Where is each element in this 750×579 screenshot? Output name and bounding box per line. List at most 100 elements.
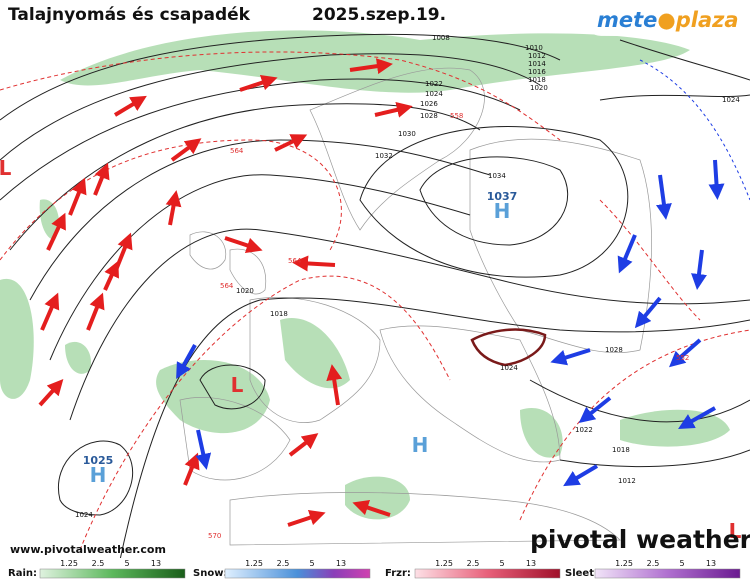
isobar-label: 1010 [525, 44, 543, 52]
isobar-label: 1018 [270, 310, 288, 318]
legend-tick: 5 [309, 559, 314, 568]
isobar-label: 1024 [722, 96, 740, 104]
wind-arrow [170, 138, 202, 162]
map-labels: 1008101010121014101610181020102210241026… [0, 34, 742, 543]
thickness-label: 564 [230, 147, 244, 155]
title-box [0, 3, 460, 26]
footer-url: www.pivotalweather.com [10, 543, 166, 556]
precip-areas [0, 30, 730, 520]
legend-label: Sleet: [565, 568, 598, 579]
legend-label: Rain: [8, 568, 37, 579]
wind-arrow [288, 433, 319, 457]
wind-arrow [374, 102, 413, 118]
legend-tick: 2.5 [92, 559, 105, 568]
wind-arrow [578, 396, 612, 423]
legend-tick: 1.25 [60, 559, 78, 568]
wind-arrow [563, 464, 599, 487]
legend-tick: 2.5 [647, 559, 660, 568]
wind-arrow [668, 338, 702, 368]
isobar-label: 1020 [236, 287, 254, 295]
legend-tick: 1.25 [245, 559, 263, 568]
wind-arrow [634, 296, 662, 329]
legend-tick: 5 [679, 559, 684, 568]
isobar-label: 1034 [488, 172, 506, 180]
legend-tick: 2.5 [277, 559, 290, 568]
wind-arrow [708, 159, 725, 200]
thickness-label: 564 [220, 282, 234, 290]
isobar-label: 1028 [605, 346, 623, 354]
isobar-label: 1028 [420, 112, 438, 120]
wind-arrow [292, 255, 336, 272]
isobar-label: 1024 [75, 511, 93, 519]
thickness-label: 552 [676, 354, 689, 362]
wind-arrow [183, 452, 200, 486]
legend-tick: 5 [124, 559, 129, 568]
logo-dot: ● [657, 8, 675, 32]
wind-arrow [113, 95, 147, 117]
legend-tick: 5 [499, 559, 504, 568]
logo-part: plaza [675, 8, 739, 32]
logo: mete●plaza [597, 8, 739, 32]
center-pressure: 1025 [83, 454, 114, 467]
wind-arrow [68, 177, 87, 216]
legend-label: Snow: [193, 568, 227, 579]
legend-bar [414, 568, 561, 579]
isobar-label: 1020 [530, 84, 548, 92]
legend-strip [0, 558, 750, 579]
wind-arrow [86, 292, 105, 331]
isobar-label: 1014 [528, 60, 546, 68]
wind-arrow [93, 162, 110, 196]
legend-bar [224, 568, 371, 579]
isobar-label: 1018 [528, 76, 546, 84]
isobar-label: 1016 [528, 68, 546, 76]
legend-tick: 13 [706, 559, 716, 568]
pressure-center: L [231, 373, 244, 397]
pressure-center: L [0, 156, 12, 180]
wind-arrow [678, 406, 716, 429]
logo-box [585, 3, 745, 36]
wind-arrow [114, 232, 133, 271]
wind-arrow [176, 344, 197, 379]
wind-arrow [691, 249, 707, 290]
wind-arrow [103, 260, 119, 291]
pressure-center: H [412, 433, 429, 457]
thickness-label: 558 [450, 112, 463, 120]
wind-arrow [40, 292, 60, 331]
wind-arrow [165, 190, 182, 226]
isobar-label: 1032 [375, 152, 393, 160]
isobar-label: 1018 [612, 446, 630, 454]
wind-arrow [617, 234, 637, 274]
wind-arrow [46, 212, 66, 251]
wind-arrow [550, 348, 591, 366]
legend-label: Frzr: [385, 568, 411, 579]
date: 2025.szep.19. [312, 5, 446, 25]
logo-part: mete [597, 8, 657, 32]
footer-brand: pivotal weather [530, 525, 750, 554]
thickness-lines [0, 51, 750, 551]
isobar-label: 1024 [425, 90, 443, 98]
isobar-label: 1008 [432, 34, 450, 42]
pressure-center: L [729, 519, 742, 543]
legend-tick: 13 [526, 559, 536, 568]
legend-tick: 13 [151, 559, 161, 568]
wind-arrow [195, 429, 212, 470]
legend-bar [594, 568, 741, 579]
isobar-label: 1030 [398, 130, 416, 138]
wind-arrow [239, 74, 278, 92]
legend-bar [39, 568, 186, 579]
legend-tick: 1.25 [435, 559, 453, 568]
legend-tick: 13 [336, 559, 346, 568]
thickness-label: 570 [208, 532, 221, 540]
legend-tick: 1.25 [615, 559, 633, 568]
wind-arrow [656, 174, 672, 220]
wind-arrow [38, 379, 64, 407]
pressure-center: H [90, 463, 107, 487]
isobar-label: 1022 [575, 426, 593, 434]
wind-arrow [274, 134, 308, 152]
isobar-label: 1022 [425, 80, 443, 88]
isobar-label: 1026 [420, 100, 438, 108]
thickness-label: 564 [288, 257, 302, 265]
wind-arrow [349, 58, 393, 75]
